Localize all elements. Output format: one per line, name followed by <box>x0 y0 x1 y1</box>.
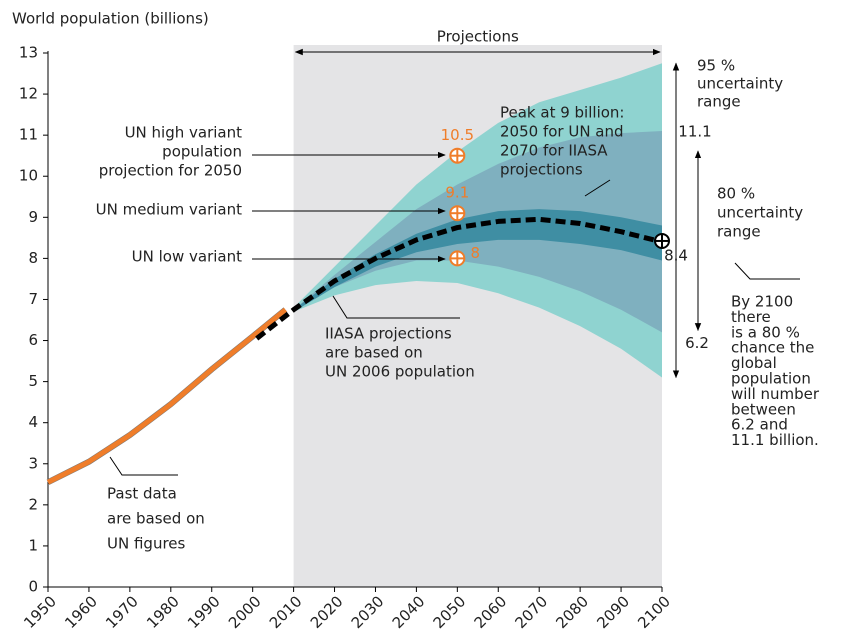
annotation: UN low variant <box>132 248 242 266</box>
annotation: chance the <box>731 339 814 357</box>
annotation: UN 2006 population <box>325 363 475 381</box>
x-tick-label: 2050 <box>430 592 470 632</box>
annotation: range <box>717 223 761 241</box>
annotation: By 2100 <box>731 293 793 311</box>
point-marker <box>449 147 466 164</box>
x-tick-label: 2000 <box>225 592 265 632</box>
x-tick-label: 2010 <box>266 592 306 632</box>
projection-label: Projections <box>437 28 519 46</box>
y-tick-label: 13 <box>19 44 38 62</box>
annotation: UN medium variant <box>96 201 242 219</box>
x-tick-label: 2100 <box>634 592 674 632</box>
annotation: uncertainty <box>697 75 783 93</box>
x-tick-label: 2070 <box>511 592 551 632</box>
x-tick-label: 1980 <box>143 592 183 632</box>
annotation: projection for 2050 <box>99 162 242 180</box>
x-tick-label: 1990 <box>184 592 224 632</box>
x-tick-label: 2080 <box>552 592 592 632</box>
y-tick-label: 0 <box>28 578 38 596</box>
annotation: 6.2 and <box>731 416 788 434</box>
line <box>255 216 663 341</box>
y-tick-label: 11 <box>19 126 38 144</box>
y-tick-label: 2 <box>28 495 38 513</box>
annotation: will number <box>731 385 820 403</box>
point-marker <box>654 232 670 249</box>
x-tick-label: 2030 <box>348 592 388 632</box>
x-tick-label: 2020 <box>307 592 347 632</box>
annotation: 2050 for UN and <box>500 123 624 141</box>
annotation: range <box>697 93 741 111</box>
y-tick-label: 8 <box>28 249 38 267</box>
annotation: IIASA projections <box>325 325 452 343</box>
annotation: Past data <box>107 485 177 503</box>
point-marker <box>449 250 466 267</box>
point-label: 10.5 <box>441 126 474 144</box>
leader-line <box>332 295 460 319</box>
x-tick-label: 1950 <box>20 592 60 632</box>
y-tick-label: 4 <box>28 413 38 431</box>
y-tick-label: 12 <box>19 85 38 103</box>
annotation: is a 80 % <box>731 323 800 341</box>
annotation: UN figures <box>107 535 186 553</box>
x-tick-label: 1960 <box>61 592 101 632</box>
x-tick-label: 1970 <box>102 592 142 632</box>
range-80-low: 6.2 <box>685 334 709 352</box>
annotation: 80 % <box>717 185 755 203</box>
y-tick-label: 1 <box>28 536 38 554</box>
leader-line <box>584 179 611 197</box>
y-tick-label: 9 <box>28 208 38 226</box>
annotation: 95 % <box>697 57 735 75</box>
annotation: population <box>162 143 242 161</box>
x-tick-label: 2060 <box>471 592 511 632</box>
x-tick-label: 2040 <box>389 592 429 632</box>
y-tick-label: 6 <box>28 331 38 349</box>
annotation: global <box>731 354 777 372</box>
annotation: are based on <box>325 344 423 362</box>
y-tick-label: 5 <box>28 372 38 390</box>
annotation: 2070 for IIASA <box>500 142 608 160</box>
y-tick-label: 7 <box>28 290 38 308</box>
uncertainty-band <box>293 209 662 312</box>
line <box>46 307 287 485</box>
annotation: between <box>731 400 796 418</box>
annotation: projections <box>500 161 583 179</box>
range-80-high: 11.1 <box>678 123 711 141</box>
chart-title: World population (billions) <box>12 10 209 28</box>
leader-line <box>109 456 178 476</box>
annotation: are based on <box>107 510 205 528</box>
annotation: uncertainty <box>717 204 803 222</box>
x-tick-label: 2090 <box>593 592 633 632</box>
y-tick-label: 3 <box>28 454 38 472</box>
y-tick-label: 10 <box>19 167 38 185</box>
annotation: population <box>731 370 811 388</box>
leader-line <box>734 262 800 280</box>
annotation: UN high variant <box>125 124 243 142</box>
point-label: 9.1 <box>445 184 469 202</box>
point-marker <box>449 205 466 222</box>
point-label: 8 <box>471 244 481 262</box>
annotation: Peak at 9 billion: <box>500 104 624 122</box>
annotation: 11.1 billion. <box>731 431 819 449</box>
annotation: there <box>731 308 771 326</box>
